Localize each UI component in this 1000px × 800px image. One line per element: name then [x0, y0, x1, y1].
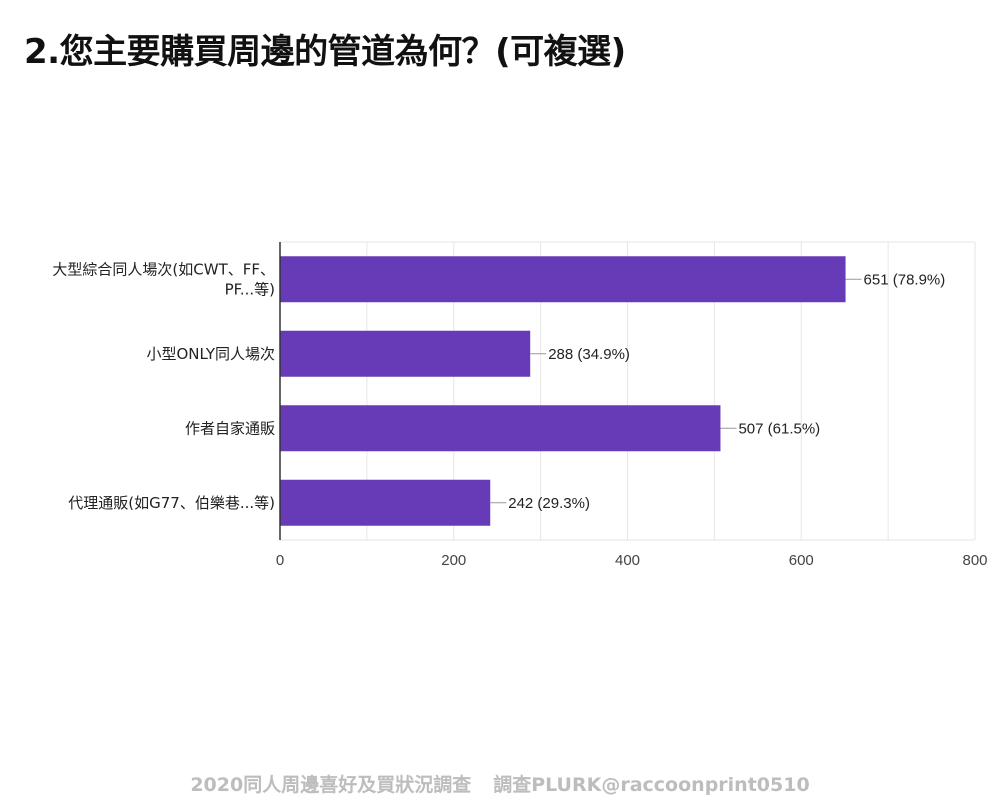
- value-label: 651 (78.9%): [864, 271, 946, 288]
- x-tick-label: 200: [441, 552, 466, 569]
- footer-survey-by: 調查PLURK@raccoonprint0510: [493, 774, 810, 796]
- category-label: 代理通販(如G77、伯樂巷...等): [68, 494, 275, 512]
- bars: [280, 256, 846, 526]
- labels: 651 (78.9%) 大型綜合同人場次(如CWT、FF、 PF...等) 288 (…: [52, 260, 987, 569]
- footer-survey-title: 2020同人周邊喜好及買狀況調查: [190, 774, 472, 796]
- category-label: 小型ONLY同人場次: [146, 345, 275, 363]
- value-label: 507 (61.5%): [738, 420, 820, 437]
- x-tick-label: 0: [276, 552, 284, 569]
- category-label: 作者自家通販: [185, 419, 275, 437]
- footer: 2020同人周邊喜好及買狀況調查 調查PLURK@raccoonprint0510: [0, 770, 1000, 797]
- value-label: 288 (34.9%): [548, 346, 630, 363]
- x-tick-label: 600: [789, 552, 814, 569]
- x-tick-label: 800: [962, 552, 987, 569]
- category-label: PF...等): [225, 280, 275, 298]
- bar: [280, 256, 846, 303]
- bar: [280, 330, 531, 377]
- bar: [280, 405, 721, 452]
- x-tick-label: 400: [615, 552, 640, 569]
- chart-title: 2.您主要購買周邊的管道為何？(可複選): [24, 32, 626, 72]
- category-label: 大型綜合同人場次(如CWT、FF、: [52, 260, 275, 278]
- bar: [280, 479, 491, 526]
- value-label: 242 (29.3%): [508, 495, 590, 512]
